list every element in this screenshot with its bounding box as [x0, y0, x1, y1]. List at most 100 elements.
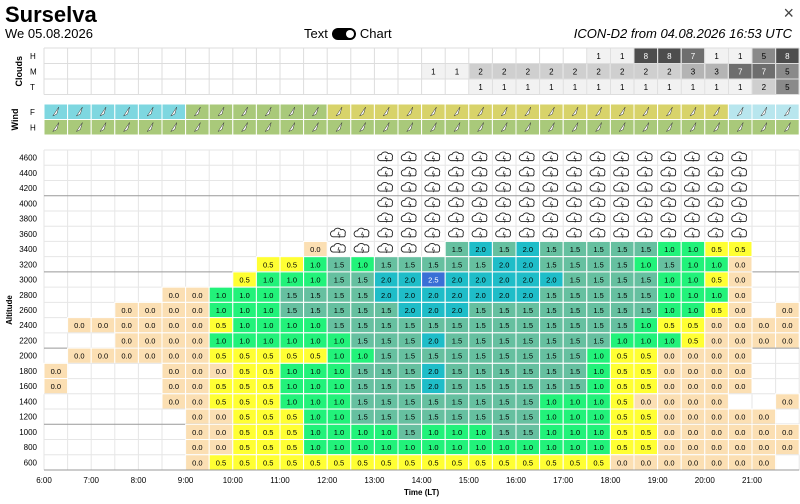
cloud-bolt-icon — [479, 201, 483, 208]
cloud-bolt-icon — [597, 170, 601, 177]
thermal-value: 0.5 — [287, 352, 297, 361]
cloud-icon — [613, 212, 629, 223]
thermal-value: 0.0 — [192, 413, 202, 422]
thermal-value: 1.0 — [664, 306, 674, 315]
thermal-value: 1.0 — [593, 352, 603, 361]
y-tick-label: 4600 — [19, 154, 37, 163]
thermal-value: 1.5 — [499, 336, 509, 345]
thermal-value: 0.0 — [759, 443, 769, 452]
thermal-value: 0.0 — [192, 458, 202, 467]
thermal-value: 1.0 — [570, 413, 580, 422]
thermal-value: 1.5 — [381, 382, 391, 391]
cloud-icon — [660, 197, 677, 207]
thermal-value: 1.5 — [546, 260, 556, 269]
x-tick-label: 6:00 — [36, 476, 52, 485]
cloud-bolt-icon — [738, 155, 742, 162]
cloud-icon — [684, 166, 700, 177]
thermal-value: 0.5 — [381, 458, 391, 467]
cloud-icon — [424, 182, 441, 192]
thermal-value: 0.0 — [711, 321, 721, 330]
thermal-value: 0.0 — [782, 397, 792, 406]
thermal-value: 1.5 — [570, 306, 580, 315]
close-icon[interactable]: × — [783, 3, 794, 23]
cloud-icon — [471, 151, 488, 162]
thermal-value: 0.5 — [287, 260, 297, 269]
view-toggle[interactable]: Text Chart — [304, 26, 392, 41]
thermal-value: 1.0 — [570, 428, 580, 437]
thermal-value: 1.5 — [617, 245, 627, 254]
thermal-value: 0.5 — [641, 443, 651, 452]
cloud-icon — [660, 151, 677, 162]
thermal-value: 1.5 — [381, 306, 391, 315]
cloud-value: 1 — [714, 52, 719, 61]
cloud-value: 5 — [785, 68, 790, 77]
cloud-bolt-icon — [597, 201, 601, 208]
thermal-value: 1.0 — [688, 260, 698, 269]
cloud-bolt-icon — [549, 201, 553, 208]
thermal-value: 1.0 — [593, 397, 603, 406]
cloud-bolt-icon — [526, 231, 530, 238]
cloud-icon — [613, 151, 629, 162]
cloud-icon — [471, 212, 488, 223]
cloud-icon — [636, 227, 653, 238]
thermal-value: 1.5 — [428, 260, 438, 269]
thermal-value: 0.0 — [711, 413, 721, 422]
cloud-bolt-icon — [549, 170, 553, 177]
y-tick-label: 1800 — [19, 367, 37, 376]
cloud-icon — [377, 227, 393, 238]
thermal-value: 0.0 — [192, 306, 202, 315]
thermal-value: 1.5 — [452, 245, 462, 254]
thermal-value: 1.5 — [452, 336, 462, 345]
thermal-value: 0.0 — [192, 367, 202, 376]
cloud-value: 2 — [596, 68, 601, 77]
wind-arrow-icon — [429, 122, 437, 133]
x-axis-label: Time (LT) — [404, 488, 440, 497]
thermal-value: 0.0 — [759, 336, 769, 345]
wind-arrow-icon — [689, 122, 697, 133]
cloud-value: 1 — [478, 83, 483, 92]
y-tick-label: 2800 — [19, 291, 37, 300]
thermal-value: 0.5 — [239, 428, 249, 437]
cloud-icon — [377, 197, 393, 207]
thermal-value: 1.5 — [523, 382, 533, 391]
thermal-value: 2.0 — [452, 291, 462, 300]
thermal-value: 1.5 — [641, 276, 651, 285]
cloud-icon — [731, 227, 747, 238]
thermal-value: 0.5 — [310, 458, 320, 467]
cloud-value: 1 — [455, 68, 460, 77]
cloud-bolt-icon — [502, 231, 506, 238]
thermal-value: 1.0 — [239, 306, 249, 315]
thermal-value: 0.5 — [499, 458, 509, 467]
cloud-bolt-icon — [620, 201, 624, 208]
toggle-text-label[interactable]: Text — [304, 26, 328, 41]
cloud-icon — [518, 197, 535, 207]
thermal-value: 1.5 — [593, 321, 603, 330]
cloud-value: 2 — [502, 68, 507, 77]
x-tick-label: 16:00 — [506, 476, 527, 485]
wind-arrow-icon — [406, 106, 414, 117]
thermal-value: 2.0 — [428, 382, 438, 391]
model-info: ICON-D2 from 04.08.2026 16:53 UTC — [573, 26, 792, 41]
thermal-value: 1.5 — [546, 321, 556, 330]
cloud-bolt-icon — [620, 185, 624, 193]
thermal-value: 1.5 — [452, 367, 462, 376]
thermal-value: 0.5 — [617, 413, 627, 422]
thermal-value: 0.0 — [735, 291, 745, 300]
thermal-value: 1.5 — [310, 291, 320, 300]
cloud-icon — [518, 212, 535, 223]
thermal-value: 1.5 — [593, 245, 603, 254]
thermal-value: 0.0 — [192, 291, 202, 300]
thermal-value: 1.0 — [310, 367, 320, 376]
cloud-bolt-icon — [715, 231, 719, 238]
cloud-icon — [400, 197, 417, 207]
thermal-value: 0.0 — [759, 458, 769, 467]
wind-arrow-icon — [311, 106, 319, 117]
thermal-value: 1.5 — [334, 276, 344, 285]
toggle-chart-label[interactable]: Chart — [359, 26, 392, 41]
wind-arrow-icon — [665, 122, 673, 133]
thermal-value: 0.0 — [145, 306, 155, 315]
thermal-value: 0.5 — [263, 397, 273, 406]
toggle-switch[interactable] — [331, 27, 356, 40]
cloud-icon — [518, 151, 535, 162]
wind-arrow-icon — [146, 106, 154, 117]
